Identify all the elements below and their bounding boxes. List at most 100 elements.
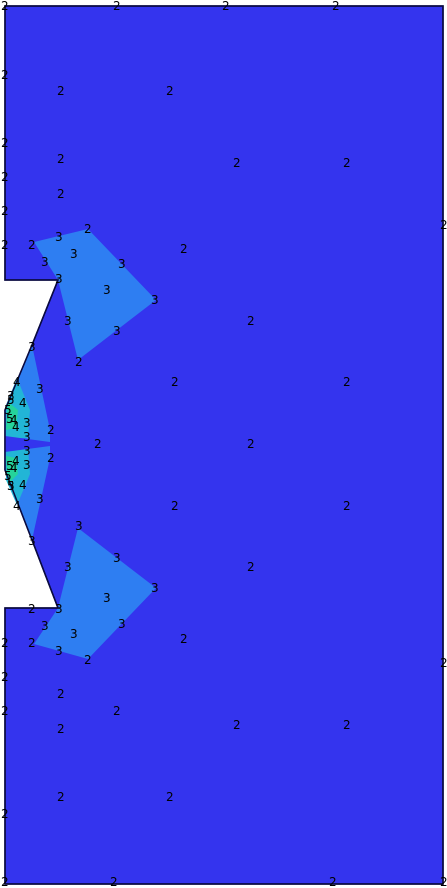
contour-label: 3	[55, 272, 63, 286]
level-2-region	[4, 5, 444, 885]
contour-label: 2	[180, 242, 188, 256]
contour-label: 2	[166, 790, 174, 804]
contour-label: 3	[103, 591, 111, 605]
contour-label: 4	[12, 454, 20, 468]
contour-label: 4	[19, 396, 27, 410]
contour-label: 2	[1, 68, 9, 82]
contour-label: 3	[41, 255, 49, 269]
contour-label: 4	[10, 461, 18, 475]
contour-label: 3	[55, 230, 63, 244]
contour-label: 2	[171, 499, 179, 513]
contour-label: 2	[84, 222, 92, 236]
contour-label: 2	[57, 687, 65, 701]
contour-label: 3	[7, 479, 15, 493]
contour-label: 5	[7, 479, 15, 493]
contour-label: 3	[55, 602, 63, 616]
contour-label: 2	[180, 632, 188, 646]
level-3-region-lower	[34, 528, 156, 659]
contour-label: 3	[75, 519, 83, 533]
contour-label: 2	[329, 875, 337, 888]
contour-label: 5	[4, 403, 12, 417]
contour-label: 2	[113, 704, 121, 718]
contour-label: 2	[343, 718, 351, 732]
contour-label: 2	[1, 636, 9, 650]
contour-label: 2	[233, 718, 241, 732]
contour-label: 5	[4, 469, 12, 483]
domain-outline	[4, 5, 444, 885]
contour-label: 2	[28, 636, 36, 650]
contour-label: 3	[70, 627, 78, 641]
contour-label: 3	[23, 430, 31, 444]
contour-label: 3	[70, 247, 78, 261]
contour-label: 3	[36, 382, 44, 396]
contour-label: 4	[19, 478, 27, 492]
contour-label: 3	[103, 283, 111, 297]
contour-label: 2	[47, 451, 55, 465]
contour-label: 4	[13, 499, 21, 513]
contour-label: 2	[113, 0, 121, 13]
contour-label: 2	[247, 437, 255, 451]
contour-label: 2	[1, 875, 9, 888]
contour-label: 2	[57, 790, 65, 804]
contour-label: 2	[440, 875, 447, 888]
contour-label: 2	[247, 560, 255, 574]
contour-label: 2	[1, 807, 9, 821]
contour-label: 2	[75, 355, 83, 369]
contour-label: 2	[1, 0, 9, 13]
contour-label: 2	[222, 0, 230, 13]
contour-label: 2	[1, 704, 9, 718]
level-5-region-upper	[6, 402, 18, 430]
contour-label: 3	[118, 257, 126, 271]
contour-label: 2	[110, 875, 118, 888]
contour-label: 2	[57, 152, 65, 166]
contour-label: 3	[28, 340, 36, 354]
contour-label: 3	[55, 644, 63, 658]
contour-label: 2	[247, 314, 255, 328]
contour-label: 3	[36, 492, 44, 506]
notch-tip-band	[5, 436, 50, 452]
contour-label: 2	[233, 156, 241, 170]
contour-label: 2	[1, 204, 9, 218]
contour-label: 5	[7, 393, 15, 407]
contour-label: 4	[13, 375, 21, 389]
level-3-region-upper	[34, 229, 156, 360]
contour-label: 2	[440, 656, 447, 670]
contour-label: 3	[64, 314, 72, 328]
contour-label: 2	[57, 187, 65, 201]
level-5-region-lower	[6, 456, 18, 484]
contour-label: 3	[151, 581, 159, 595]
contour-label: 3	[113, 551, 121, 565]
contour-label: 2	[28, 238, 36, 252]
contour-label: 3	[41, 619, 49, 633]
contour-label: 3	[151, 293, 159, 307]
contour-label: 4	[12, 420, 20, 434]
contour-label: 5	[6, 412, 14, 426]
contour-label: 2	[57, 84, 65, 98]
contour-label: 2	[343, 156, 351, 170]
contour-label: 2	[1, 670, 9, 684]
contour-label: 3	[23, 416, 31, 430]
contour-label: 2	[1, 170, 9, 184]
contour-label: 2	[440, 218, 447, 232]
contour-label: 2	[343, 499, 351, 513]
contour-label: 2	[84, 653, 92, 667]
contour-label: 5	[6, 459, 14, 473]
contour-label: 2	[332, 0, 340, 13]
contour-label: 3	[118, 617, 126, 631]
contour-label: 3	[7, 389, 15, 403]
contour-label: 3	[28, 534, 36, 548]
contour-label: 3	[23, 444, 31, 458]
contour-label: 2	[343, 375, 351, 389]
contour-label: 2	[1, 238, 9, 252]
contour-label: 2	[94, 437, 102, 451]
contour-label: 3	[23, 458, 31, 472]
contour-label: 4	[10, 413, 18, 427]
contour-label: 2	[166, 84, 174, 98]
contour-label: 2	[1, 136, 9, 150]
contour-label: 3	[113, 324, 121, 338]
contour-label: 2	[47, 423, 55, 437]
contour-label: 2	[57, 722, 65, 736]
contour-label: 2	[28, 602, 36, 616]
